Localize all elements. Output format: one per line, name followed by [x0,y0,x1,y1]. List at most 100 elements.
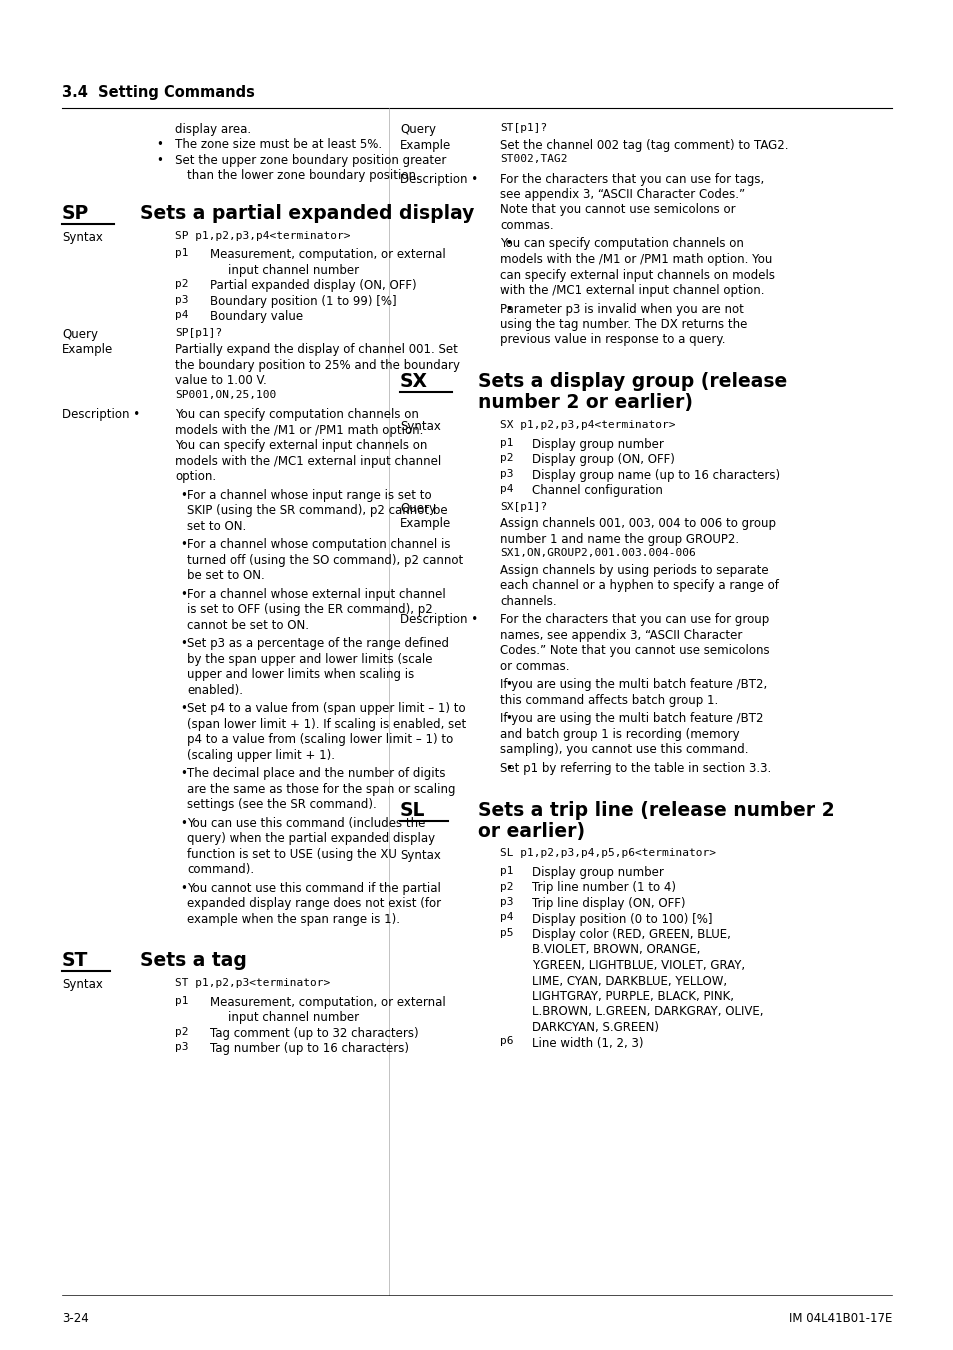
Text: number 1 and name the group GROUP2.: number 1 and name the group GROUP2. [499,533,739,545]
Text: set to ON.: set to ON. [187,520,246,533]
Text: •: • [180,702,187,716]
Text: this command affects batch group 1.: this command affects batch group 1. [499,694,718,707]
Text: Display group number: Display group number [532,437,663,451]
Text: •: • [504,713,512,725]
Text: be set to ON.: be set to ON. [187,570,265,582]
Text: •   The zone size must be at least 5%.: • The zone size must be at least 5%. [157,139,382,151]
Text: •: • [504,761,512,775]
Text: Example: Example [399,139,451,151]
Text: Set the channel 002 tag (tag comment) to TAG2.: Set the channel 002 tag (tag comment) to… [499,139,788,151]
Text: Set p1 by referring to the table in section 3.3.: Set p1 by referring to the table in sect… [499,761,770,775]
Text: the boundary position to 25% and the boundary: the boundary position to 25% and the bou… [174,359,459,371]
Text: Boundary position (1 to 99) [%]: Boundary position (1 to 99) [%] [210,294,396,308]
Text: If you are using the multi batch feature /BT2: If you are using the multi batch feature… [499,713,762,725]
Text: names, see appendix 3, “ASCII Character: names, see appendix 3, “ASCII Character [499,629,741,641]
Text: function is set to USE (using the XU: function is set to USE (using the XU [187,848,396,860]
Text: Query: Query [399,123,436,136]
Text: p2: p2 [499,882,513,891]
Text: p1: p1 [499,437,513,448]
Text: SX[p1]?: SX[p1]? [499,502,547,512]
Text: •: • [180,767,187,780]
Text: For the characters that you can use for tags,: For the characters that you can use for … [499,173,763,185]
Text: Assign channels 001, 003, 004 to 006 to group: Assign channels 001, 003, 004 to 006 to … [499,517,775,531]
Text: Description •: Description • [399,173,477,185]
Text: SP p1,p2,p3,p4<terminator>: SP p1,p2,p3,p4<terminator> [174,231,350,240]
Text: Tag number (up to 16 characters): Tag number (up to 16 characters) [210,1042,409,1056]
Text: •: • [180,587,187,601]
Text: p1: p1 [174,248,189,258]
Text: display area.: display area. [174,123,251,136]
Text: Note that you cannot use semicolons or: Note that you cannot use semicolons or [499,204,735,216]
Text: Tag comment (up to 32 characters): Tag comment (up to 32 characters) [210,1027,418,1040]
Text: DARKCYAN, S.GREEN): DARKCYAN, S.GREEN) [532,1021,659,1034]
Text: If you are using the multi batch feature /BT2,: If you are using the multi batch feature… [499,678,766,691]
Text: LIME, CYAN, DARKBLUE, YELLOW,: LIME, CYAN, DARKBLUE, YELLOW, [532,975,726,987]
Text: can specify external input channels on models: can specify external input channels on m… [499,269,774,282]
Text: Channel configuration: Channel configuration [532,485,662,497]
Text: input channel number: input channel number [228,1011,358,1025]
Text: LIGHTGRAY, PURPLE, BLACK, PINK,: LIGHTGRAY, PURPLE, BLACK, PINK, [532,990,733,1003]
Text: Boundary value: Boundary value [210,310,303,323]
Text: command).: command). [187,863,253,876]
Text: enabled).: enabled). [187,683,243,697]
Text: Assign channels by using periods to separate: Assign channels by using periods to sepa… [499,564,768,576]
Text: Measurement, computation, or external: Measurement, computation, or external [210,996,445,1008]
Text: is set to OFF (using the ER command), p2: is set to OFF (using the ER command), p2 [187,603,433,616]
Text: ST002,TAG2: ST002,TAG2 [499,154,567,163]
Text: p6: p6 [499,1037,513,1046]
Text: channels.: channels. [499,595,556,608]
Text: p1: p1 [499,865,513,876]
Text: Display group (ON, OFF): Display group (ON, OFF) [532,454,674,466]
Text: •: • [180,489,187,502]
Text: For the characters that you can use for group: For the characters that you can use for … [499,613,768,626]
Text: You can specify external input channels on: You can specify external input channels … [174,439,427,452]
Text: p4: p4 [499,913,513,922]
Text: 3.4  Setting Commands: 3.4 Setting Commands [62,85,254,100]
Text: •: • [504,302,512,316]
Text: p4: p4 [499,485,513,494]
Text: p5: p5 [499,927,513,938]
Text: models with the /M1 or /PM1 math option.: models with the /M1 or /PM1 math option. [174,424,423,436]
Text: Partial expanded display (ON, OFF): Partial expanded display (ON, OFF) [210,279,416,292]
Text: The decimal place and the number of digits: The decimal place and the number of digi… [187,767,445,780]
Text: Query: Query [62,328,98,340]
Text: Display group number: Display group number [532,865,663,879]
Text: •: • [180,539,187,551]
Text: and batch group 1 is recording (memory: and batch group 1 is recording (memory [499,728,739,741]
Text: Query: Query [399,502,436,514]
Text: are the same as those for the span or scaling: are the same as those for the span or sc… [187,783,455,795]
Text: Syntax: Syntax [62,231,103,243]
Text: IM 04L41B01-17E: IM 04L41B01-17E [788,1312,891,1324]
Text: Set p3 as a percentage of the range defined: Set p3 as a percentage of the range defi… [187,637,449,651]
Text: Trip line display (ON, OFF): Trip line display (ON, OFF) [532,896,685,910]
Text: input channel number: input channel number [228,263,358,277]
Text: SX p1,p2,p3,p4<terminator>: SX p1,p2,p3,p4<terminator> [499,420,675,431]
Text: example when the span range is 1).: example when the span range is 1). [187,913,399,926]
Text: p3: p3 [499,896,513,907]
Text: sampling), you cannot use this command.: sampling), you cannot use this command. [499,744,748,756]
Text: upper and lower limits when scaling is: upper and lower limits when scaling is [187,668,414,682]
Text: Example: Example [399,517,451,531]
Text: number 2 or earlier): number 2 or earlier) [477,393,692,412]
Text: (span lower limit + 1). If scaling is enabled, set: (span lower limit + 1). If scaling is en… [187,718,466,730]
Text: SL: SL [399,801,425,819]
Text: •   Set the upper zone boundary position greater: • Set the upper zone boundary position g… [157,154,446,167]
Text: Description •: Description • [62,408,140,421]
Text: Description •: Description • [399,613,477,626]
Text: Display group name (up to 16 characters): Display group name (up to 16 characters) [532,468,780,482]
Text: SX: SX [399,373,428,391]
Text: •: • [180,882,187,895]
Text: Parameter p3 is invalid when you are not: Parameter p3 is invalid when you are not [499,302,743,316]
Text: p4: p4 [174,310,189,320]
Text: •: • [504,678,512,691]
Text: Syntax: Syntax [399,420,440,433]
Text: commas.: commas. [499,219,553,232]
Text: Example: Example [62,343,113,356]
Text: For a channel whose external input channel: For a channel whose external input chann… [187,587,445,601]
Text: see appendix 3, “ASCII Character Codes.”: see appendix 3, “ASCII Character Codes.” [499,188,744,201]
Text: Sets a display group (release: Sets a display group (release [477,373,786,391]
Text: p4 to a value from (scaling lower limit – 1) to: p4 to a value from (scaling lower limit … [187,733,453,747]
Text: You can specify computation channels on: You can specify computation channels on [499,238,743,251]
Text: ST: ST [62,952,89,971]
Text: SKIP (using the SR command), p2 cannot be: SKIP (using the SR command), p2 cannot b… [187,504,447,517]
